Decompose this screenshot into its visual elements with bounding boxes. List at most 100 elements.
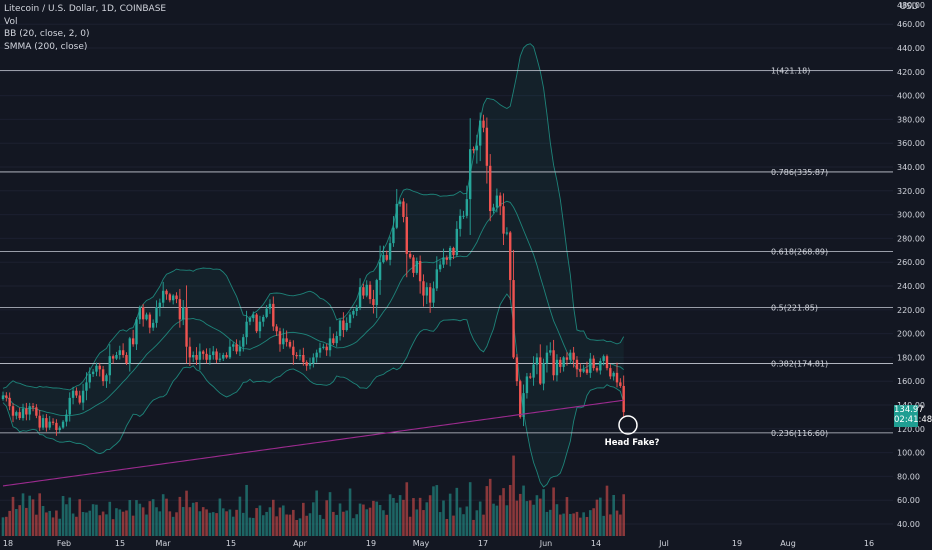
volume-bar (579, 517, 582, 536)
candle-body (468, 149, 472, 200)
fibonacci-retracement[interactable]: 1(421.18) 0.786(335.87) 0.618(268.89) 0.5(2… (0, 66, 893, 438)
volume-bar (75, 516, 78, 536)
candle-body (592, 358, 595, 369)
candle-body (609, 368, 612, 377)
volume-bar (565, 497, 569, 536)
volume-bar (472, 519, 475, 536)
price-tick-label: 480.00 (897, 1, 925, 10)
candle-body (352, 310, 355, 315)
candle-body (515, 357, 519, 382)
price-tick-label: 380.00 (897, 115, 925, 124)
volume-bar (545, 511, 549, 536)
volume-bar (235, 509, 238, 536)
volume-bar (535, 495, 539, 536)
volume-bar (302, 502, 305, 536)
candle-body (585, 369, 589, 373)
candle-body (158, 302, 162, 308)
volume-bar (605, 485, 609, 536)
volume-bar (215, 513, 218, 536)
volume-bar (105, 514, 108, 536)
candle-body (392, 227, 395, 244)
volume-bar (125, 510, 128, 536)
smma-indicator-label[interactable]: SMMA (200, close) (4, 41, 88, 52)
volume-bar (25, 507, 28, 536)
candle-body (478, 120, 482, 146)
volume-bar (141, 507, 145, 536)
candle-body (8, 397, 11, 407)
price-axis[interactable]: 40.0060.0080.00100.00120.00140.00160.001… (893, 0, 932, 550)
price-tick-label: 360.00 (897, 139, 925, 148)
candle-body (15, 412, 18, 416)
candle-body (415, 261, 418, 273)
volume-bar (592, 508, 595, 536)
candle-body (235, 344, 238, 352)
price-tick-label: 80.00 (897, 472, 920, 481)
volume-bar (362, 504, 365, 536)
candle-body (98, 365, 101, 370)
candle-body (565, 357, 569, 360)
candle-body (208, 355, 212, 360)
candle-body (435, 269, 439, 289)
volume-bar (178, 496, 182, 536)
time-axis[interactable]: 18 Feb 15 Mar 15 Apr 19 May 17 Jun 14 Jul 19 Aug 16 (0, 536, 932, 550)
volume-bar (305, 515, 308, 536)
volume-bar (255, 508, 258, 536)
volume-bar (101, 511, 105, 536)
candle-body (385, 255, 388, 260)
candle-body (21, 408, 25, 419)
volume-bar (51, 517, 55, 536)
candle-body (288, 341, 292, 347)
volume-indicator-label[interactable]: Vol (4, 16, 18, 27)
volume-bar (335, 514, 338, 536)
candle-body (312, 357, 315, 364)
candle-body (405, 216, 408, 254)
candlesticks (1, 112, 625, 436)
price-tick-label: 200.00 (897, 330, 925, 339)
bollinger-indicator-label[interactable]: BB (20, close, 2, 0) (4, 29, 90, 39)
time-tick-label: 14 (591, 539, 601, 548)
candle-body (222, 355, 225, 359)
candle-body (455, 228, 459, 256)
candle-body (181, 307, 185, 320)
smma-line (2, 399, 624, 487)
candle-body (622, 385, 625, 413)
volume-bar (21, 493, 25, 536)
volume-bar (165, 498, 168, 536)
candle-body (148, 314, 152, 328)
candle-body (522, 393, 525, 417)
volume-bar (155, 507, 158, 536)
volume-bar (85, 512, 88, 536)
chart-legend: Litecoin / U.S. Dollar, 1D, COINBASE Vol… (4, 3, 166, 53)
candle-body (362, 287, 365, 296)
candle-body (111, 356, 115, 359)
candle-body (28, 406, 31, 415)
candle-body (272, 303, 275, 327)
volume-bar (442, 500, 445, 536)
last-price: 134.97 (894, 405, 924, 415)
volume-bar (138, 503, 142, 536)
candle-body (619, 382, 622, 386)
candle-body (232, 344, 235, 347)
volume-bar (582, 512, 585, 536)
volume-bar (145, 514, 148, 536)
candle-body (81, 390, 85, 403)
candle-body (569, 352, 572, 360)
volume-bar (585, 516, 589, 536)
time-tick-label: Aug (780, 539, 796, 548)
volume-bar (258, 505, 262, 536)
candle-body (402, 201, 405, 217)
candle-body (101, 369, 105, 382)
candle-body (78, 395, 81, 403)
candle-body (302, 355, 305, 363)
candle-body (135, 319, 138, 345)
candle-body (245, 321, 248, 338)
volume-bar (575, 511, 579, 536)
symbol-title[interactable]: Litecoin / U.S. Dollar, 1D, COINBASE (4, 4, 167, 14)
candle-body (332, 338, 335, 344)
candle-body (218, 358, 222, 360)
volume-bar (352, 518, 355, 536)
volume-bar (108, 501, 112, 536)
volume-bar (599, 497, 602, 536)
volume-bar (388, 494, 392, 536)
